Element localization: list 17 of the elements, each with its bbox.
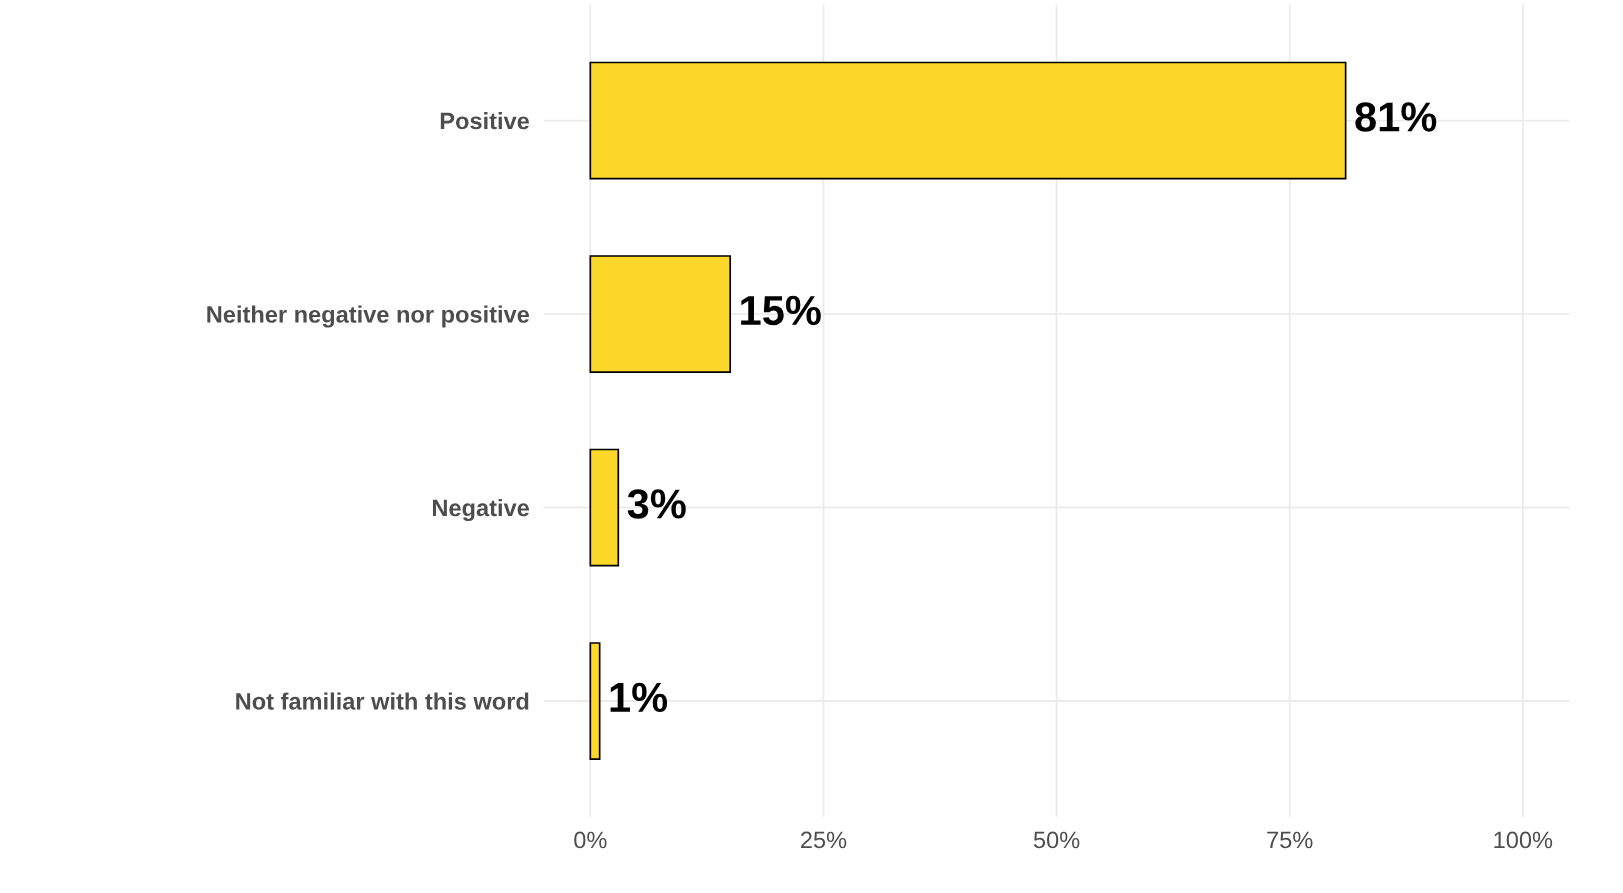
bar xyxy=(589,255,732,373)
y-tick-label: Negative xyxy=(432,498,530,522)
y-tick-label: Positive xyxy=(440,112,530,130)
bar xyxy=(589,61,1347,180)
data-label: 3% xyxy=(627,489,686,519)
x-tick-label: 25% xyxy=(801,831,847,849)
x-tick-label: 0% xyxy=(574,831,607,849)
data-label: 81% xyxy=(1355,102,1437,132)
data-label: 1% xyxy=(610,682,668,713)
bar xyxy=(589,448,620,567)
bar xyxy=(589,642,601,760)
x-tick-label: 100% xyxy=(1494,831,1553,849)
y-tick-label: Not familiar with this word xyxy=(236,692,529,710)
data-label: 15% xyxy=(741,295,821,326)
x-tick-label: 75% xyxy=(1267,831,1313,849)
y-tick-label: Neither negative nor positive xyxy=(207,305,530,328)
x-tick-label: 50% xyxy=(1033,831,1080,849)
